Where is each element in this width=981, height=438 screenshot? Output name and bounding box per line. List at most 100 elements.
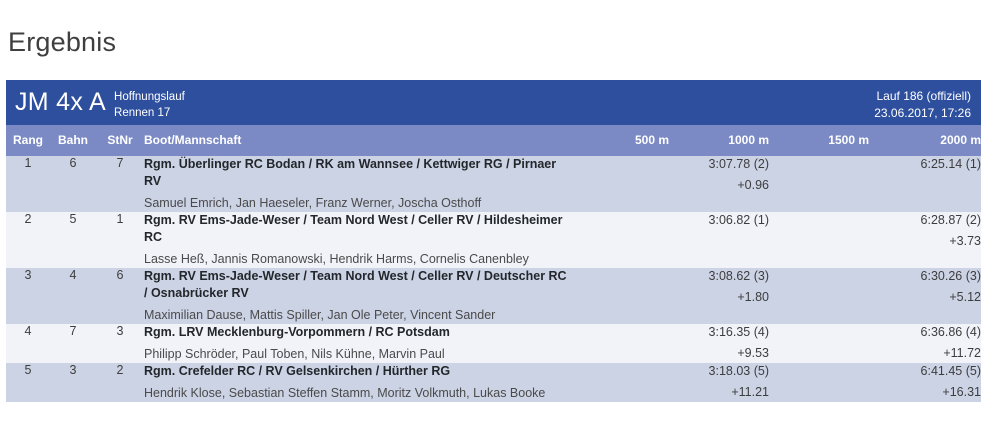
column-header-boat: Boot/Mannschaft — [144, 125, 569, 157]
split-time: 3:18.03 (5) — [708, 364, 769, 379]
column-header-rank: Rang — [6, 125, 50, 157]
cell-split-1500m — [769, 156, 869, 213]
cell-split-1500m — [769, 324, 869, 364]
split-delta — [769, 363, 869, 367]
cell-bib: 6 — [96, 268, 144, 325]
cell-lane: 3 — [50, 363, 96, 403]
split-time: 3:06.82 (1) — [708, 213, 769, 228]
race-header-left: JM 4x A Hoffnungslauf Rennen 17 — [15, 85, 874, 121]
split-delta — [569, 212, 669, 216]
split-delta — [769, 324, 869, 328]
crew-names: Lasse Heß, Jannis Romanowski, Hendrik Ha… — [144, 252, 529, 267]
cell-split-1000m: 3:07.78 (2) +0.96 — [669, 156, 769, 213]
cell-boat: Rgm. Crefelder RC / RV Gelsenkirchen / H… — [144, 363, 569, 403]
split-time: 6:28.87 (2) — [920, 213, 981, 228]
split-delta — [569, 324, 669, 328]
cell-bib: 1 — [96, 212, 144, 269]
table-row: 5 3 2 Rgm. Crefelder RC / RV Gelsenkirch… — [6, 363, 981, 403]
race-header-right: Lauf 186 (offiziell) 23.06.2017, 17:26 — [874, 85, 971, 122]
cell-rank: 3 — [6, 268, 50, 325]
cell-bib: 7 — [96, 156, 144, 213]
run-status-label: Lauf 186 (offiziell) — [876, 89, 972, 104]
results-page: Ergebnis JM 4x A Hoffnungslauf Rennen 17… — [0, 18, 981, 403]
table-row: 2 5 1 Rgm. RV Ems-Jade-Weser / Team Nord… — [6, 212, 981, 269]
cell-boat: Rgm. LRV Mecklenburg-Vorpommern / RC Pot… — [144, 324, 569, 364]
cell-split-1500m — [769, 363, 869, 403]
split-delta: +9.53 — [737, 346, 769, 361]
split-delta: +3.73 — [949, 234, 981, 249]
crew-names: Maximilian Dause, Mattis Spiller, Jan Ol… — [144, 308, 496, 323]
boat-name: Rgm. LRV Mecklenburg-Vorpommern / RC Pot… — [144, 325, 450, 340]
crew-names: Philipp Schröder, Paul Toben, Nils Kühne… — [144, 347, 445, 362]
table-row: 3 4 6 Rgm. RV Ems-Jade-Weser / Team Nord… — [6, 268, 981, 325]
split-time: 3:08.62 (3) — [708, 269, 769, 284]
boat-name: Rgm. RV Ems-Jade-Weser / Team Nord West … — [144, 213, 563, 245]
cell-split-1500m — [769, 268, 869, 325]
column-header-1500m: 1500 m — [769, 125, 869, 157]
race-number-label: Rennen 17 — [114, 107, 171, 120]
cell-lane: 6 — [50, 156, 96, 213]
results-table-header-row: Rang Bahn StNr Boot/Mannschaft 500 m 100… — [6, 125, 981, 157]
cell-lane: 5 — [50, 212, 96, 269]
cell-split-500m — [569, 363, 669, 403]
split-delta: +16.31 — [942, 385, 981, 400]
column-header-bib: StNr — [96, 125, 144, 157]
cell-bib: 3 — [96, 324, 144, 364]
race-header-bar: JM 4x A Hoffnungslauf Rennen 17 Lauf 186… — [6, 80, 981, 126]
column-header-2000m: 2000 m — [869, 125, 981, 157]
results-table-body: 1 6 7 Rgm. Überlinger RC Bodan / RK am W… — [6, 156, 981, 403]
boat-name: Rgm. Crefelder RC / RV Gelsenkirchen / H… — [144, 364, 451, 379]
cell-split-2000m: 6:28.87 (2) +3.73 — [869, 212, 981, 269]
cell-split-2000m: 6:41.45 (5) +16.31 — [869, 363, 981, 403]
race-result-block: JM 4x A Hoffnungslauf Rennen 17 Lauf 186… — [6, 80, 981, 403]
cell-bib: 2 — [96, 363, 144, 403]
split-time: 3:16.35 (4) — [708, 325, 769, 340]
crew-names: Hendrik Klose, Sebastian Steffen Stamm, … — [144, 386, 546, 401]
boat-name: Rgm. RV Ems-Jade-Weser / Team Nord West … — [144, 269, 567, 301]
cell-split-2000m: 6:36.86 (4) +11.72 — [869, 324, 981, 364]
column-header-1000m: 1000 m — [669, 125, 769, 157]
split-time: 6:36.86 (4) — [920, 325, 981, 340]
cell-boat: Rgm. RV Ems-Jade-Weser / Team Nord West … — [144, 268, 569, 325]
cell-split-500m — [569, 212, 669, 269]
split-time: 6:41.45 (5) — [920, 364, 981, 379]
race-round-label: Hoffnungslauf — [114, 91, 185, 104]
race-datetime: 23.06.2017, 17:26 — [874, 106, 971, 121]
split-delta — [569, 363, 669, 367]
split-delta: +5.12 — [949, 290, 981, 305]
split-delta — [769, 268, 869, 272]
cell-boat: Rgm. RV Ems-Jade-Weser / Team Nord West … — [144, 212, 569, 269]
split-delta — [869, 173, 981, 177]
split-delta: +11.72 — [943, 346, 981, 361]
cell-rank: 1 — [6, 156, 50, 213]
cell-split-2000m: 6:30.26 (3) +5.12 — [869, 268, 981, 325]
cell-split-1000m: 3:18.03 (5) +11.21 — [669, 363, 769, 403]
results-table: Rang Bahn StNr Boot/Mannschaft 500 m 100… — [6, 125, 981, 403]
cell-split-1000m: 3:06.82 (1) — [669, 212, 769, 269]
cell-split-500m — [569, 268, 669, 325]
crew-names: Samuel Emrich, Jan Haeseler, Franz Werne… — [144, 196, 482, 211]
race-class-code: JM 4x A — [15, 88, 107, 117]
cell-lane: 4 — [50, 268, 96, 325]
cell-split-1000m: 3:16.35 (4) +9.53 — [669, 324, 769, 364]
split-delta — [669, 229, 769, 233]
split-time: 3:07.78 (2) — [708, 157, 769, 172]
split-delta — [569, 156, 669, 160]
cell-split-500m — [569, 324, 669, 364]
cell-split-1000m: 3:08.62 (3) +1.80 — [669, 268, 769, 325]
cell-split-500m — [569, 156, 669, 213]
column-header-500m: 500 m — [569, 125, 669, 157]
split-delta: +0.96 — [737, 178, 769, 193]
cell-boat: Rgm. Überlinger RC Bodan / RK am Wannsee… — [144, 156, 569, 213]
split-time: 6:30.26 (3) — [920, 269, 981, 284]
split-delta: +11.21 — [731, 385, 769, 400]
cell-lane: 7 — [50, 324, 96, 364]
column-header-lane: Bahn — [50, 125, 96, 157]
cell-split-1500m — [769, 212, 869, 269]
cell-split-2000m: 6:25.14 (1) — [869, 156, 981, 213]
table-row: 4 7 3 Rgm. LRV Mecklenburg-Vorpommern / … — [6, 324, 981, 364]
boat-name: Rgm. Überlinger RC Bodan / RK am Wannsee… — [144, 157, 557, 189]
page-title: Ergebnis — [8, 27, 117, 58]
cell-rank: 5 — [6, 363, 50, 403]
cell-rank: 2 — [6, 212, 50, 269]
